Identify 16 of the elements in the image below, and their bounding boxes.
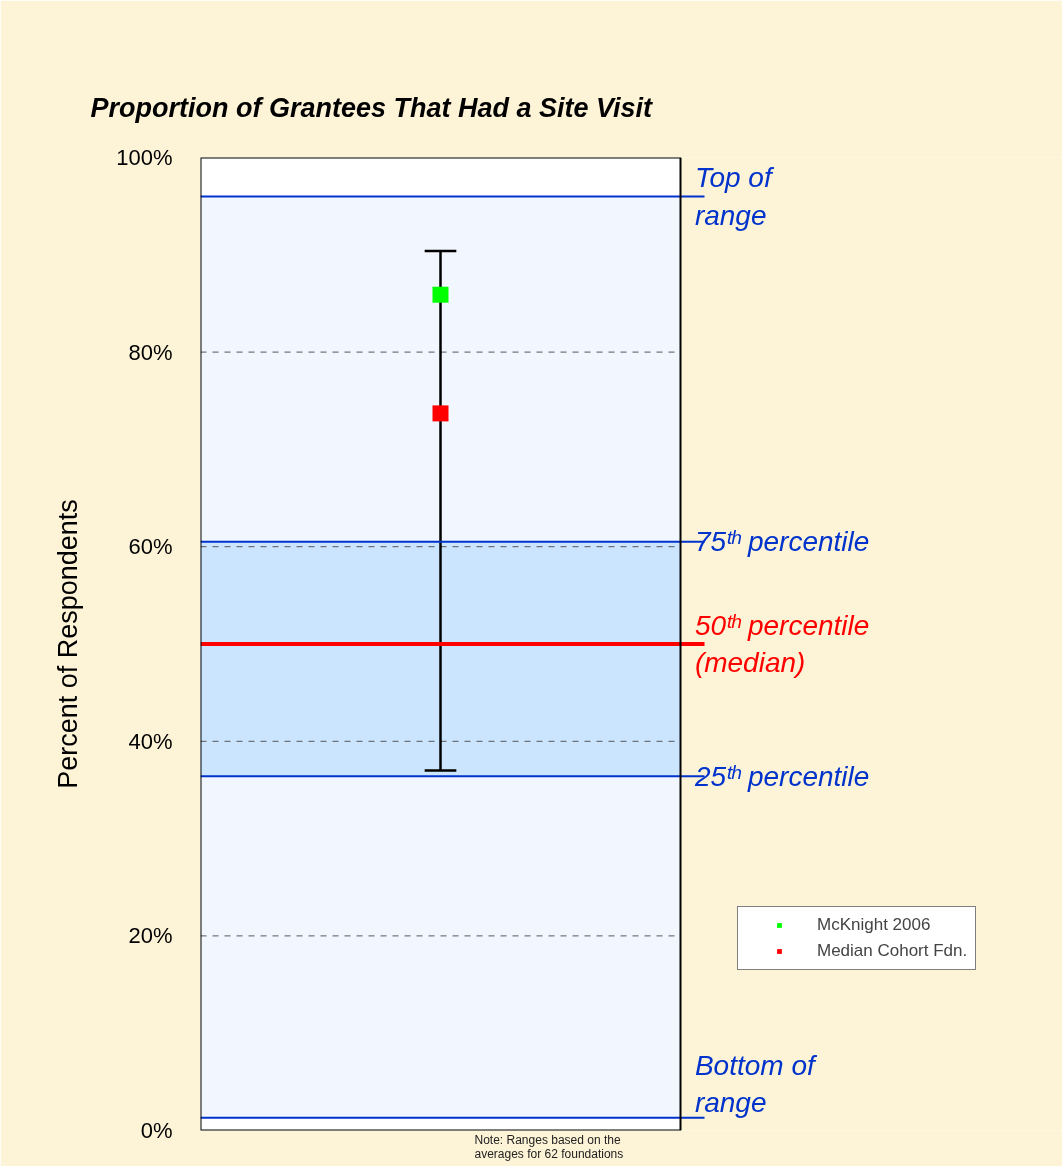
y-axis-title: Percent of Respondents [53, 499, 84, 789]
ref-line-label: Bottom of range [694, 1049, 818, 1118]
y-tick-label: 80% [128, 339, 173, 365]
y-tick-label: 100% [116, 145, 173, 170]
y-tick-label: 0% [140, 1118, 173, 1143]
text: Note: Ranges based on the averages for 62 foundations [474, 1132, 624, 1161]
ref-line-label: Top of range [694, 162, 775, 231]
ref-line-label: 25ᵗʰ percentile [693, 760, 870, 792]
y-tick-label: 60% [128, 534, 173, 560]
y-tick-label: 20% [128, 923, 173, 949]
legend-label: Median Cohort Fdn. [817, 941, 968, 961]
y-tick-label: 40% [128, 728, 173, 754]
ref-line-label: 75ᵗʰ percentile [694, 526, 870, 558]
ref-line-label: 50ᵗʰ percentile (median) [694, 609, 870, 679]
legend-label: McKnight 2006 [817, 915, 931, 935]
chart-title: Proportion of Grantees That Had a Site Visit [90, 92, 654, 123]
